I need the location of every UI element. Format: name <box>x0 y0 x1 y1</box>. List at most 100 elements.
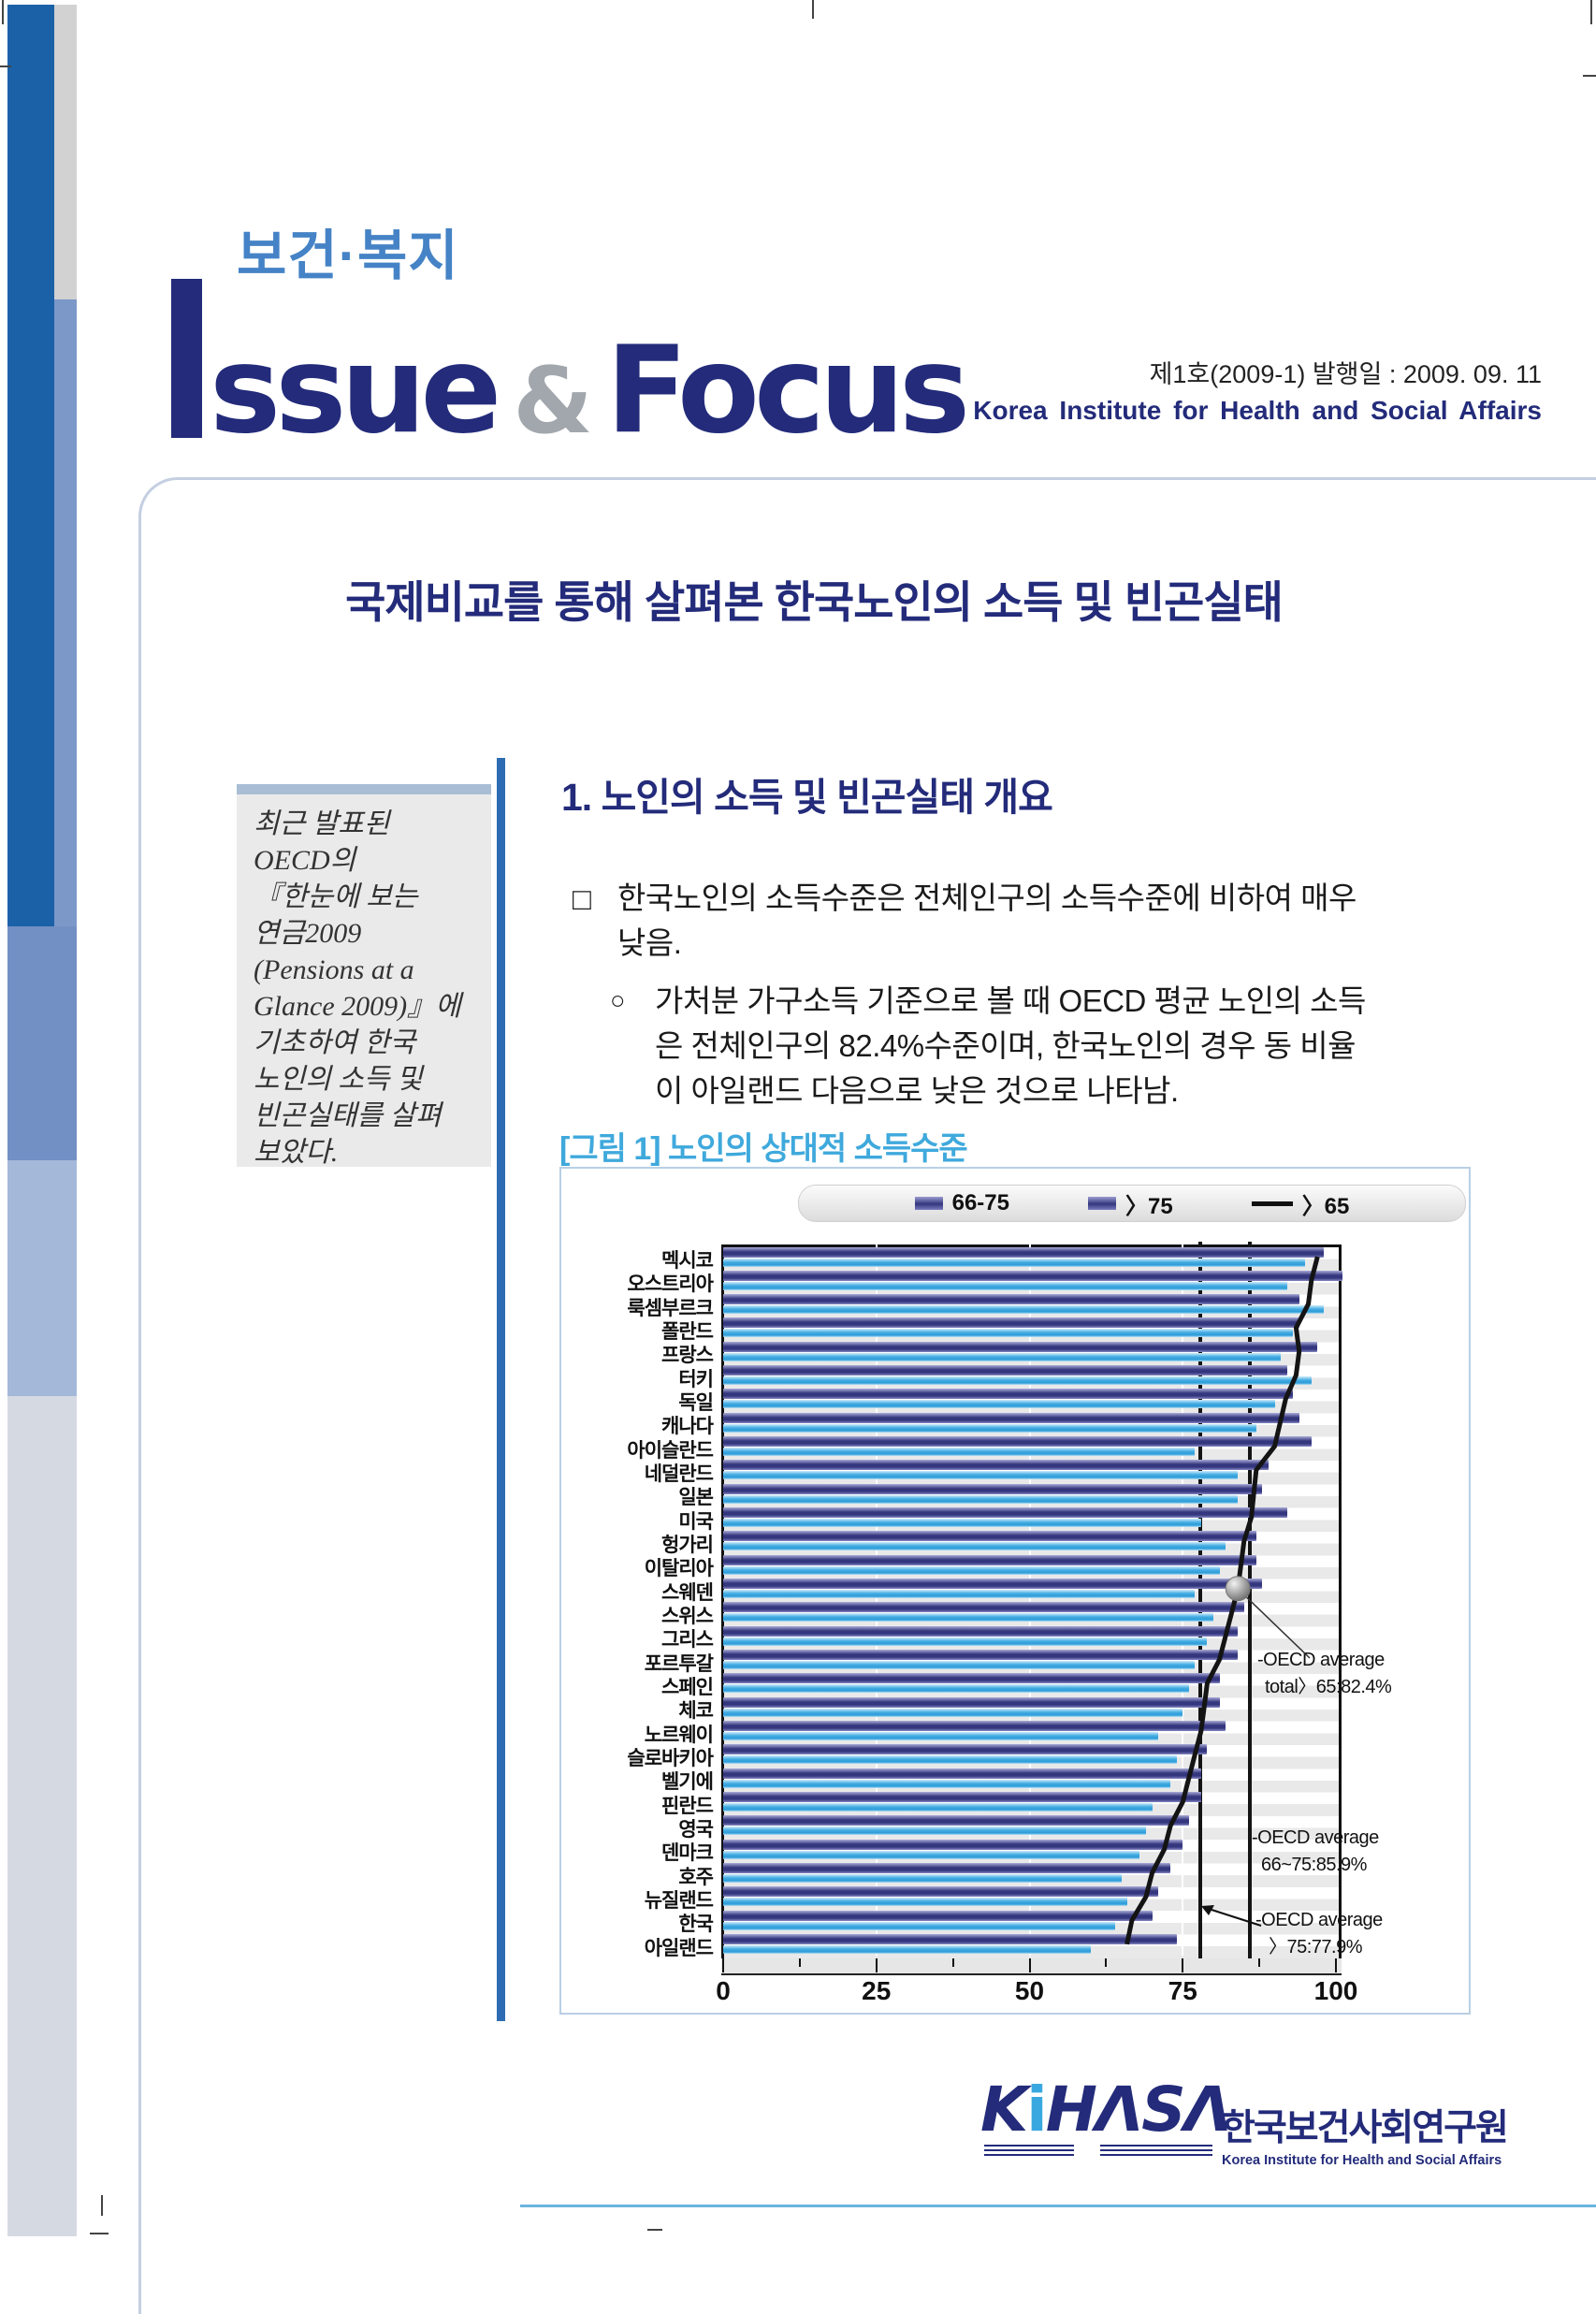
footer-organization: 한국보건사회연구원 Korea Institute for Health and… <box>1222 2099 1509 2168</box>
crop-mark <box>812 0 814 19</box>
legend-swatch-dark-bar <box>914 1197 943 1210</box>
bar-over75-이탈리아 <box>723 1565 1220 1575</box>
axis-tick-75 <box>1182 1958 1184 1972</box>
country-label-12: 미국 <box>678 1510 714 1533</box>
bar-over75-일본 <box>723 1494 1239 1504</box>
country-label-4: 폴란드 <box>661 1320 714 1343</box>
country-label-28: 뉴질랜드 <box>644 1889 714 1912</box>
country-label-8: 캐나다 <box>661 1416 714 1438</box>
left-accent-bar-light <box>7 1160 77 1396</box>
org-tagline-english: Korea Institute for Health and Social Af… <box>1222 2153 1502 2168</box>
masthead-kicker: 보건·복지 <box>237 226 459 286</box>
circle-bullet-icon: ○ <box>610 986 626 1014</box>
masthead-right: 제1호(2009-1) 발행일 : 2009. 09. 11 Korea Ins… <box>842 354 1542 426</box>
country-label-29: 한국 <box>678 1914 714 1936</box>
bar-over75-호주 <box>723 1874 1122 1884</box>
country-label-21: 노르웨이 <box>644 1724 714 1746</box>
legend-swatch-line <box>1251 1201 1293 1206</box>
bar-over75-아이슬란드 <box>723 1448 1196 1457</box>
annotation-text: 66~75:85.9% <box>1261 1855 1367 1875</box>
chart-legend: 66-75 〉75 〉65 <box>798 1185 1466 1222</box>
country-label-6: 터키 <box>678 1368 714 1390</box>
country-label-18: 포르투갈 <box>644 1652 714 1675</box>
bar-66-75-스위스 <box>723 1602 1244 1613</box>
country-label-16: 스위스 <box>661 1605 714 1627</box>
country-label-17: 그리스 <box>661 1629 714 1652</box>
bar-66-75-노르웨이 <box>723 1721 1226 1732</box>
country-label-7: 독일 <box>678 1391 714 1414</box>
bar-over75-터키 <box>723 1376 1312 1386</box>
bar-66-75-폴란드 <box>723 1317 1299 1329</box>
axis-tick-12.5 <box>798 1958 801 1967</box>
figure-caption: [그림 1] 노인의 상대적 소득수준 <box>559 1131 968 1167</box>
bar-over75-덴마크 <box>723 1850 1140 1859</box>
bar-66-75-호주 <box>723 1863 1171 1874</box>
bar-66-75-덴마크 <box>723 1839 1183 1850</box>
kihasa-wordmark: KiHΛSΛ <box>980 2079 1232 2141</box>
bar-over75-헝가리 <box>723 1542 1226 1551</box>
issue-number-date: 제1호(2009-1) 발행일 : 2009. 09. 11 <box>1149 360 1542 388</box>
bar-over75-뉴질랜드 <box>723 1898 1128 1907</box>
bar-over75-프랑스 <box>723 1352 1282 1361</box>
section-divider-bar <box>497 758 505 2021</box>
bar-66-75-미국 <box>723 1507 1287 1519</box>
bar-66-75-멕시코 <box>723 1246 1324 1258</box>
bar-66-75-벨기에 <box>723 1768 1201 1779</box>
logo-letters-hasa: HΛSΛ <box>1045 2074 1232 2146</box>
bar-66-75-독일 <box>723 1389 1294 1400</box>
bar-66-75-한국 <box>723 1910 1153 1921</box>
crop-mark <box>0 65 11 67</box>
logo-letter-k: K <box>980 2074 1028 2146</box>
country-label-3: 룩셈부르크 <box>627 1297 714 1319</box>
bar-over75-네덜란드 <box>723 1471 1239 1480</box>
bar-over75-영국 <box>723 1826 1146 1836</box>
left-accent-strip-gray <box>54 5 77 299</box>
legend-item-66-75: 66-75 <box>914 1190 1009 1216</box>
country-label-1: 멕시코 <box>661 1250 714 1272</box>
bar-over75-룩셈부르크 <box>723 1305 1324 1315</box>
bullet-2-text: 가처분 가구소득 기준으로 볼 때 OECD 평균 노인의 소득 은 전체인구의… <box>655 983 1366 1108</box>
country-label-19: 스페인 <box>661 1676 714 1698</box>
bar-over75-아일랜드 <box>723 1945 1091 1955</box>
gridline-25 <box>875 1244 878 1956</box>
kihasa-underline-right <box>1100 2145 1212 2158</box>
annotation-text: total〉65:82.4% <box>1265 1677 1392 1697</box>
axis-label-25: 25 <box>862 1976 892 2005</box>
legend-label-over65: 〉65 <box>1301 1193 1350 1219</box>
bar-over75-멕시코 <box>723 1258 1306 1267</box>
legend-label-66-75: 66-75 <box>951 1190 1009 1215</box>
x-axis-strip <box>721 1958 1342 1975</box>
left-accent-bar-dark <box>7 5 54 926</box>
bar-over75-미국 <box>723 1519 1201 1528</box>
bar-66-75-터키 <box>723 1365 1287 1376</box>
axis-tick-37.5 <box>951 1958 954 1967</box>
bar-over75-체코 <box>723 1708 1183 1717</box>
crop-mark <box>647 2229 662 2231</box>
axis-tick-50 <box>1028 1958 1031 1972</box>
bar-over75-그리스 <box>723 1637 1208 1646</box>
crop-mark <box>1590 0 1592 24</box>
bullet-1-text: 한국노인의 소득수준은 전체인구의 소득수준에 비하여 매우 낮음. <box>617 880 1357 960</box>
bullet-paragraph-2: ○ 가처분 가구소득 기준으로 볼 때 OECD 평균 노인의 소득 은 전체인… <box>610 979 1545 1113</box>
sidebar-note-text: 최근 발표된 OECD의 『한눈에 보는 연금2009 (Pensions at… <box>254 808 461 1168</box>
crop-mark <box>90 2233 109 2234</box>
bar-over75-한국 <box>723 1921 1116 1930</box>
country-label-25: 영국 <box>678 1818 714 1841</box>
country-label-10: 네덜란드 <box>644 1463 714 1485</box>
page-title: 국제비교를 통해 살펴본 한국노인의 소득 및 빈곤실태 <box>345 577 1284 627</box>
country-label-26: 덴마크 <box>661 1842 714 1865</box>
bar-66-75-스페인 <box>723 1673 1220 1684</box>
bar-over75-핀란드 <box>723 1803 1153 1812</box>
country-label-11: 일본 <box>678 1487 714 1509</box>
annotation-oecd-total: -OECD average total〉65:82.4% <box>1257 1647 1392 1701</box>
bar-66-75-영국 <box>723 1815 1189 1826</box>
masthead-logo: 보건·복지 ssue & Focus <box>171 226 970 451</box>
legend-label-over75: 〉75 <box>1124 1193 1173 1219</box>
country-label-15: 스웨덴 <box>661 1581 714 1604</box>
bar-66-75-포르투갈 <box>723 1650 1239 1661</box>
annotation-text: -OECD average <box>1252 1827 1379 1848</box>
axis-label-50: 50 <box>1014 1976 1045 2005</box>
bar-66-75-오스트리아 <box>723 1270 1342 1281</box>
bar-66-75-룩셈부르크 <box>723 1294 1299 1305</box>
